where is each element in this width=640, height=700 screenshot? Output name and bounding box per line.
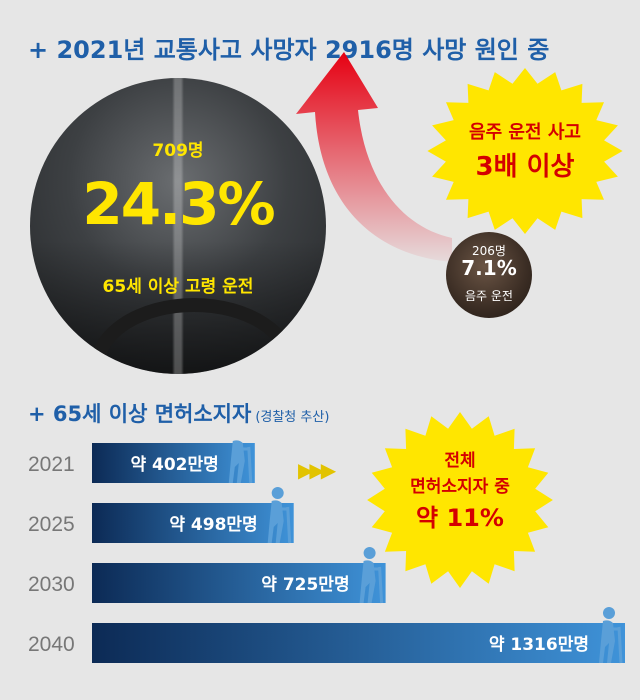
drunk-driving-photo-circle: 206명 7.1% 음주 운전 — [446, 232, 532, 318]
year-tick-label: 2021 — [28, 453, 75, 476]
elderly-person-with-cane-icon — [267, 487, 292, 544]
elderly-person-with-cane-icon — [599, 607, 623, 664]
starburst-icon — [427, 68, 623, 234]
starburst-shape — [427, 68, 623, 234]
elderly-person-with-cane-icon — [359, 547, 384, 604]
elderly-person-with-cane-icon — [228, 440, 253, 484]
callout-burst-bottom: 전체 면허소지자 중 약 11% — [365, 410, 555, 590]
callout-bottom-line2: 면허소지자 중 — [410, 477, 510, 497]
top-heading: + 2021년 교통사고 사망자 2916명 사망 원인 중 — [28, 36, 550, 64]
bar-value-label: 약 725만명 — [261, 574, 349, 595]
elderly-driving-label: 65세 이상 고령 운전 — [102, 277, 254, 297]
bottom-heading-note: (경찰청 추산) — [255, 410, 330, 425]
bar-value-label: 약 402만명 — [130, 454, 218, 475]
bar-2025 — [92, 503, 294, 543]
chevron-right-icon: ▶▶▶ — [298, 458, 336, 482]
bar-value-label: 약 1316만명 — [489, 634, 589, 655]
callout-bottom-line3: 약 11% — [416, 504, 504, 532]
bar-2021 — [92, 443, 255, 483]
callout-bottom-line1: 전체 — [444, 451, 476, 471]
drunk-death-percent: 7.1% — [461, 256, 517, 280]
bottom-heading: + 65세 이상 면허소지자 (경찰청 추산) — [28, 398, 329, 428]
drunk-death-count: 206명 — [472, 244, 506, 258]
drunk-driving-label: 음주 운전 — [465, 289, 513, 303]
year-tick-label: 2030 — [28, 573, 75, 596]
elderly-death-percent: 24.3% — [82, 170, 275, 238]
callout-top-line2: 3배 이상 — [475, 152, 575, 182]
license-holders-bar-chart: 2021 약 402만명 2025 약 498만명 2030 약 725만명 2040 약 1… — [28, 440, 625, 664]
elderly-driver-photo-circle: 709명 24.3% 65세 이상 고령 운전 — [30, 78, 326, 374]
bar-value-label: 약 498만명 — [169, 514, 257, 535]
elderly-death-count: 709명 — [152, 141, 204, 161]
callout-burst-top: 음주 운전 사고 3배 이상 — [425, 66, 625, 236]
bottom-heading-text: + 65세 이상 면허소지자 — [28, 402, 252, 426]
year-tick-label: 2025 — [28, 513, 75, 536]
starburst-shape — [367, 412, 553, 588]
bar-2030 — [92, 563, 386, 603]
year-tick-label: 2040 — [28, 633, 75, 656]
callout-top-line1: 음주 운전 사고 — [469, 122, 581, 143]
bar-2040 — [92, 623, 625, 663]
starburst-icon — [367, 412, 553, 588]
